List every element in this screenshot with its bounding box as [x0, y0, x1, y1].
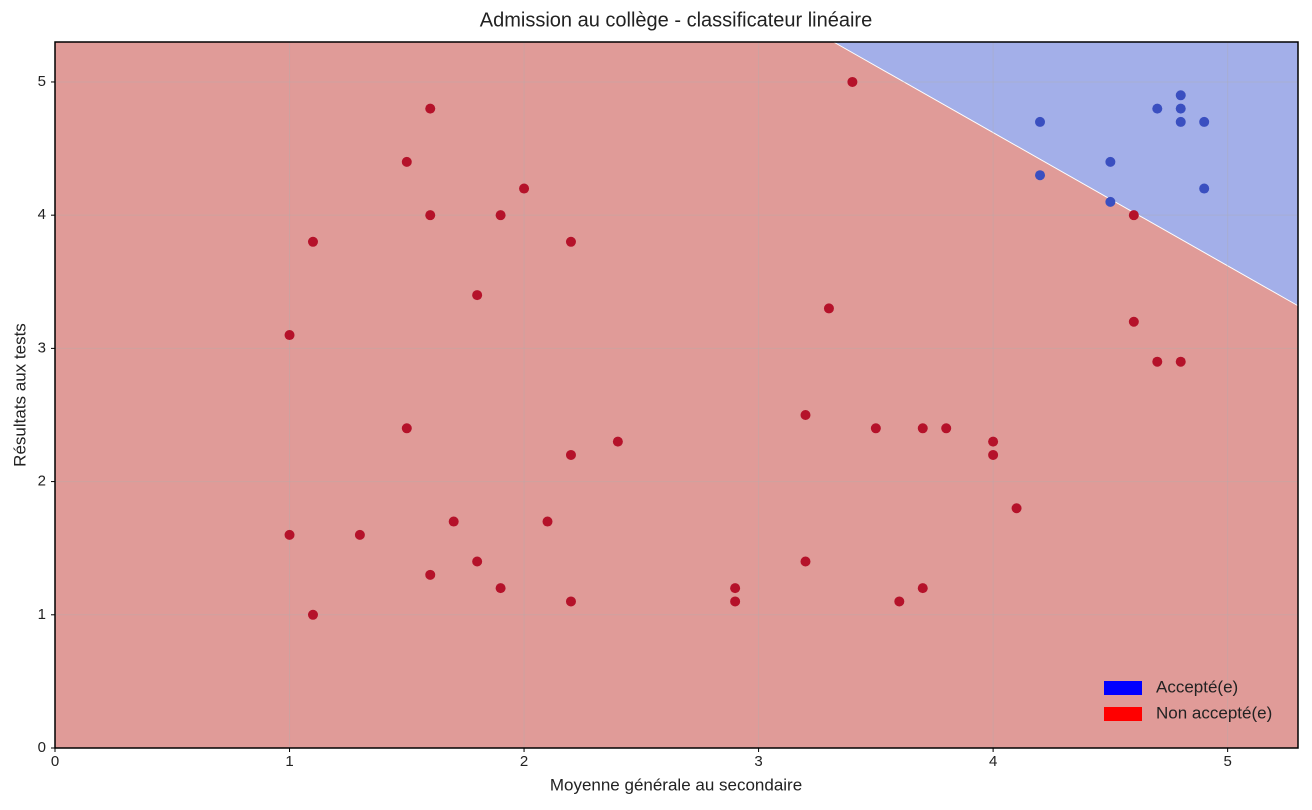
legend-swatch: [1104, 681, 1142, 695]
point: [730, 596, 741, 607]
y-tick-label: 0: [38, 739, 46, 756]
point: [425, 210, 436, 221]
chart-title: Admission au collège - classificateur li…: [480, 9, 872, 31]
y-tick-label: 3: [38, 339, 46, 356]
point: [1128, 210, 1139, 221]
y-axis-label: Résultats aux tests: [10, 323, 29, 467]
legend-label: Non accepté(e): [1156, 703, 1272, 722]
x-tick-label: 5: [1223, 753, 1231, 770]
point: [1152, 356, 1163, 367]
point: [565, 236, 576, 247]
point: [823, 303, 834, 314]
point: [917, 583, 928, 594]
x-tick-label: 4: [989, 753, 997, 770]
point: [612, 436, 623, 447]
point: [1105, 156, 1116, 167]
point: [565, 596, 576, 607]
x-tick-label: 3: [754, 753, 762, 770]
point: [284, 529, 295, 540]
point: [870, 423, 881, 434]
point: [354, 529, 365, 540]
point: [307, 609, 318, 620]
point: [730, 583, 741, 594]
point: [1175, 356, 1186, 367]
point: [1175, 90, 1186, 101]
point: [988, 449, 999, 460]
point: [401, 156, 412, 167]
point: [472, 556, 483, 567]
point: [917, 423, 928, 434]
class-region: [55, 42, 1298, 748]
y-tick-label: 1: [38, 606, 46, 623]
x-axis-label: Moyenne générale au secondaire: [550, 775, 802, 794]
x-tick-label: 1: [285, 753, 293, 770]
x-tick-label: 0: [51, 753, 59, 770]
point: [425, 569, 436, 580]
decision-boundary: [833, 41, 1299, 307]
point: [847, 76, 858, 87]
point: [1128, 316, 1139, 327]
point: [1035, 116, 1046, 127]
point: [401, 423, 412, 434]
x-tick-label: 2: [520, 753, 528, 770]
point: [448, 516, 459, 527]
point: [519, 183, 530, 194]
point: [1152, 103, 1163, 114]
point: [425, 103, 436, 114]
point: [1199, 183, 1210, 194]
point: [800, 556, 811, 567]
point: [988, 436, 999, 447]
y-tick-label: 2: [38, 473, 46, 490]
point: [1011, 503, 1022, 514]
point: [1175, 103, 1186, 114]
point: [1105, 196, 1116, 207]
legend-label: Accepté(e): [1156, 677, 1238, 696]
legend-swatch: [1104, 707, 1142, 721]
point: [1199, 116, 1210, 127]
y-tick-label: 5: [38, 73, 46, 90]
point: [1175, 116, 1186, 127]
point: [307, 236, 318, 247]
point: [800, 409, 811, 420]
point: [495, 210, 506, 221]
point: [284, 330, 295, 341]
point: [565, 449, 576, 460]
plot-frame: [54, 41, 1299, 749]
point: [542, 516, 553, 527]
y-tick-label: 4: [38, 206, 46, 223]
point: [472, 290, 483, 301]
point: [941, 423, 952, 434]
point: [894, 596, 905, 607]
point: [1035, 170, 1046, 181]
point: [495, 583, 506, 594]
